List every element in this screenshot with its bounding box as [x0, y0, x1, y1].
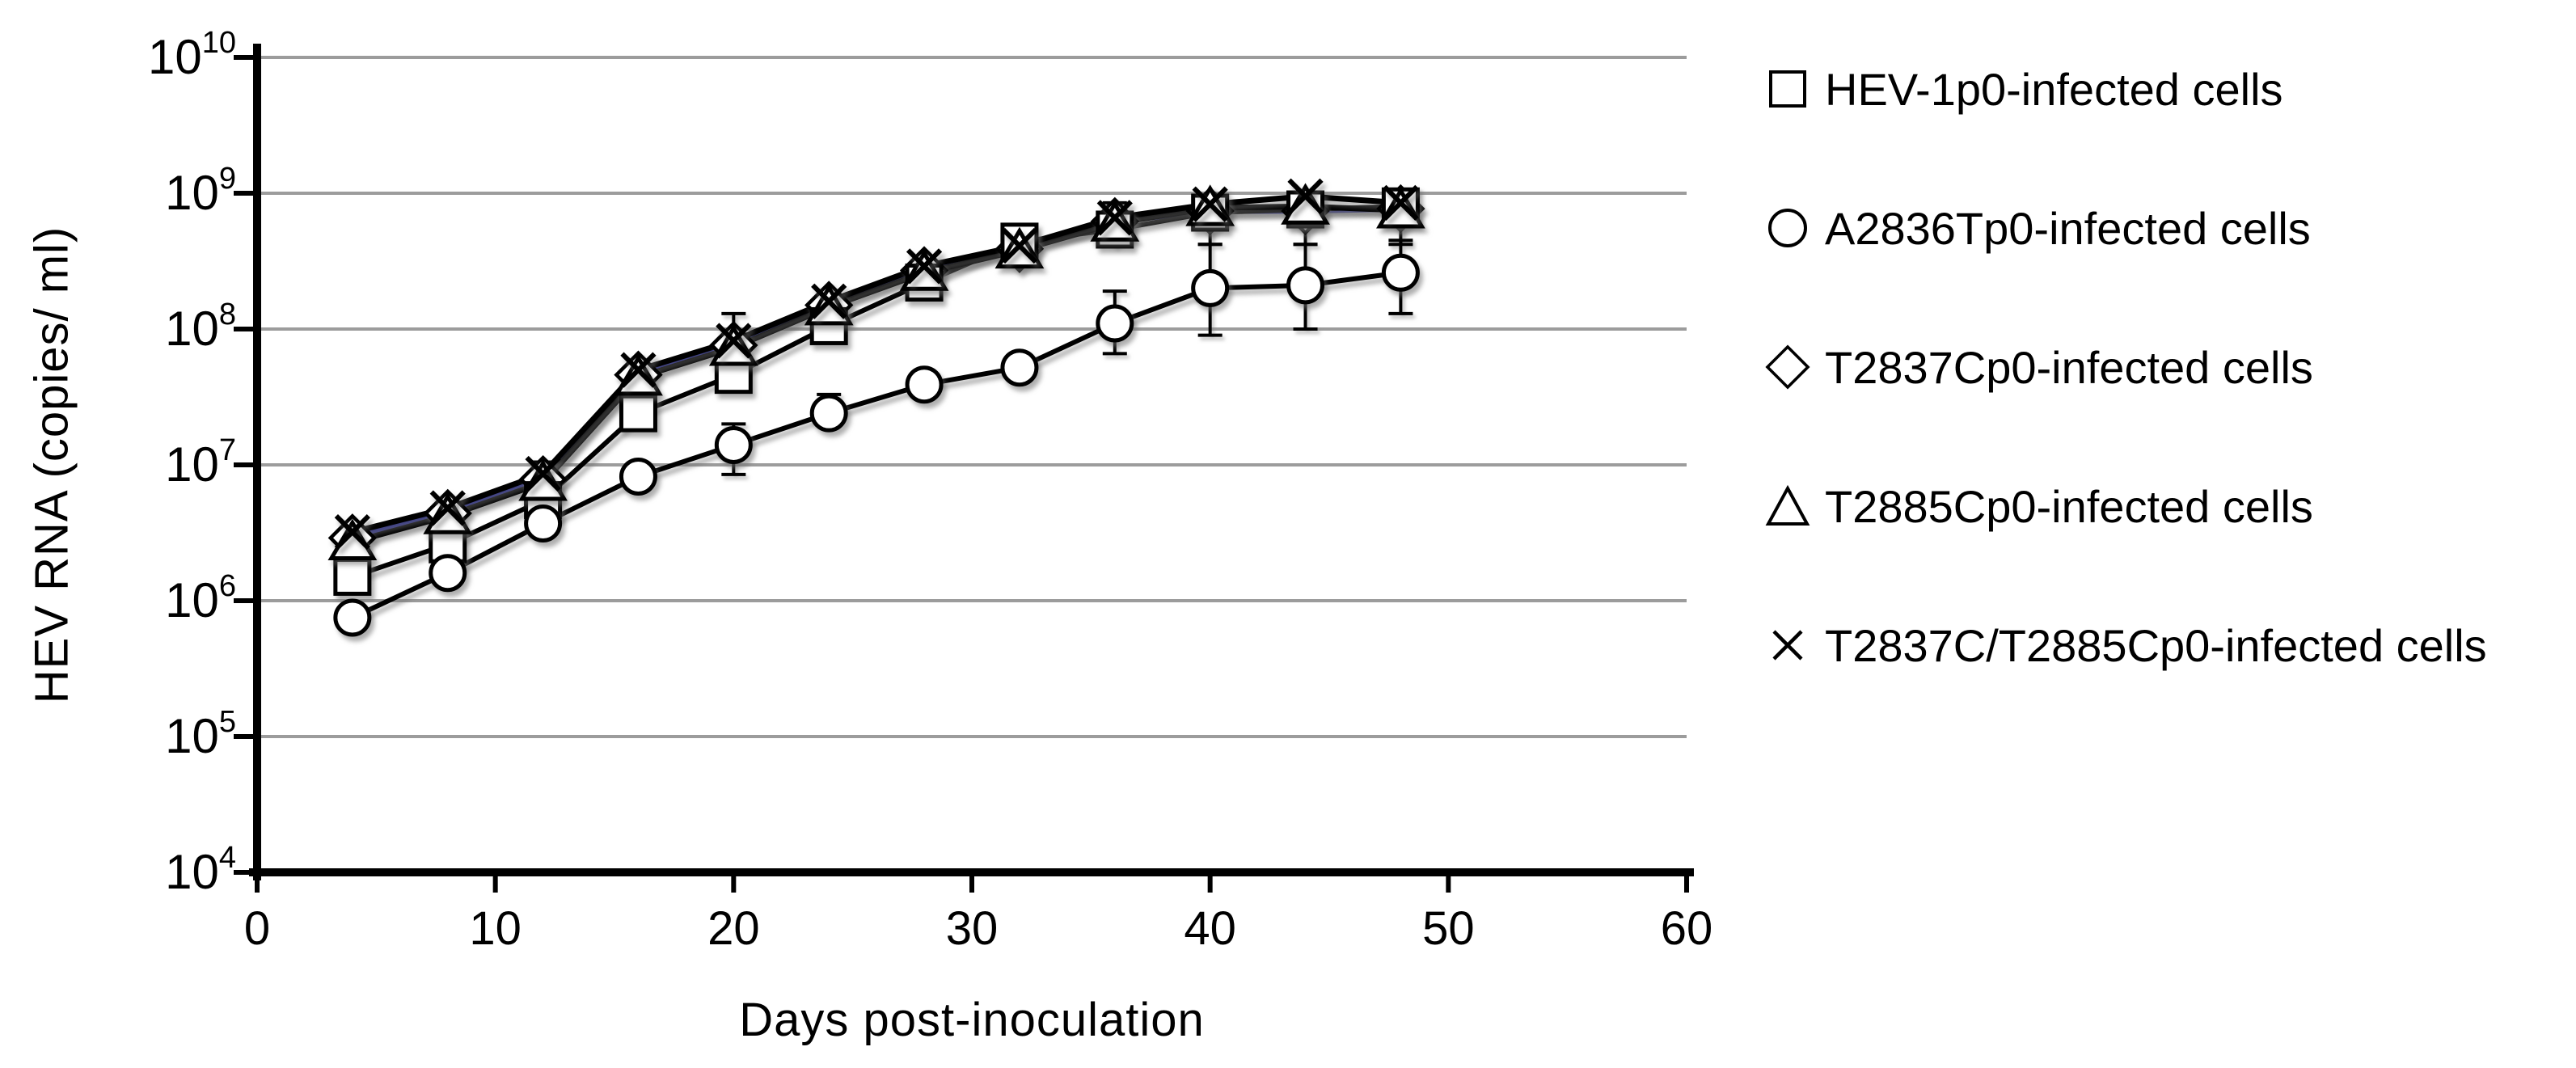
legend-item: HEV-1p0-infected cells	[1765, 59, 2487, 119]
diamond-marker-icon	[1765, 344, 1810, 390]
y-tick-label: 106	[165, 569, 236, 627]
legend-item-label: A2836Tp0-infected cells	[1825, 202, 2311, 254]
error-bars	[530, 201, 1413, 476]
legend: HEV-1p0-infected cells A2836Tp0-infected…	[1765, 59, 2487, 675]
y-tick-label: 107	[165, 433, 236, 492]
x-tick-label: 10	[469, 902, 522, 955]
series-markers-square	[333, 187, 1420, 596]
square-marker-icon	[1765, 66, 1810, 112]
x-tick-label: 0	[244, 902, 270, 955]
x-axis-title: Days post-inoculation	[739, 994, 1205, 1046]
y-tick-label: 109	[165, 162, 236, 220]
x-tick-label: 40	[1184, 902, 1236, 955]
legend-item-label: HEV-1p0-infected cells	[1825, 63, 2283, 115]
x-tick-label: 60	[1661, 902, 1713, 955]
x-marker-icon	[1765, 623, 1810, 668]
y-axis-title: HEV RNA (copies/ ml)	[25, 226, 78, 704]
x-tick-label: 20	[707, 902, 760, 955]
series-markers-diamond	[327, 184, 1425, 563]
legend-item: A2836Tp0-infected cells	[1765, 198, 2487, 258]
legend-item: T2837Cp0-infected cells	[1765, 337, 2487, 397]
y-tick-label: 104	[165, 841, 236, 899]
y-tick-label: 105	[165, 705, 236, 763]
axes	[234, 44, 1694, 893]
legend-item-label: T2837C/T2885Cp0-infected cells	[1825, 619, 2487, 671]
y-tick-labels: 104 105 106 107 108 109 1010	[148, 26, 236, 899]
legend-item-label: T2837Cp0-infected cells	[1825, 341, 2313, 393]
x-tick-label: 30	[946, 902, 999, 955]
series-markers-circle	[333, 253, 1420, 637]
x-tick-label: 50	[1422, 902, 1475, 955]
legend-item: T2837C/T2885Cp0-infected cells	[1765, 615, 2487, 675]
y-tick-label: 108	[165, 298, 236, 356]
legend-item: T2885Cp0-infected cells	[1765, 476, 2487, 536]
triangle-marker-icon	[1765, 483, 1810, 529]
y-tick-label: 1010	[148, 26, 236, 84]
series-markers-x	[334, 178, 1419, 551]
circle-marker-icon	[1765, 205, 1810, 251]
gridlines	[257, 56, 1687, 738]
x-tick-labels: 0 10 20 30 40 50 60	[244, 902, 1712, 955]
series-line-triangle	[351, 203, 1401, 545]
series-line-circle	[351, 270, 1401, 620]
series-markers-triangle	[327, 183, 1425, 561]
series-line-square	[351, 204, 1401, 580]
legend-item-label: T2885Cp0-infected cells	[1825, 480, 2313, 532]
series-line-x	[352, 193, 1401, 535]
